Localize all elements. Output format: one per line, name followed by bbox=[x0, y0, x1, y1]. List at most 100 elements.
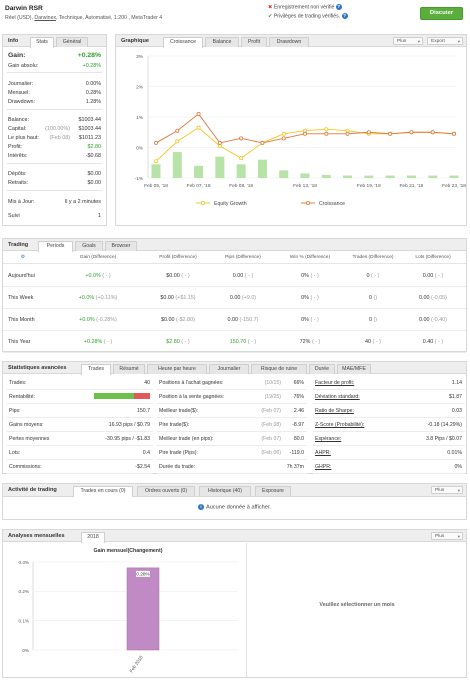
cell-value: $0.00 bbox=[166, 273, 180, 279]
select-month-message: Veuillez sélectionner un mois bbox=[319, 602, 395, 608]
cell-value: 0.40 bbox=[422, 339, 434, 345]
stat-cell: Lots: 0.4 bbox=[7, 446, 153, 460]
cell-value: 40 bbox=[365, 339, 372, 345]
tab-exposure[interactable]: Exposure bbox=[255, 486, 291, 496]
stat-value: 0.03 bbox=[451, 408, 462, 414]
tab-risk-of-ruin[interactable]: Risque de ruine bbox=[251, 364, 307, 374]
series-point[interactable] bbox=[217, 140, 222, 145]
column-header[interactable]: Gain (Difference) bbox=[79, 255, 117, 260]
series-point[interactable] bbox=[388, 131, 393, 136]
export-dropdown[interactable]: Export ▾ bbox=[427, 37, 463, 45]
series-point[interactable] bbox=[281, 131, 286, 136]
series-point[interactable] bbox=[196, 125, 201, 130]
stat-row: Journalier: 0.00% bbox=[8, 81, 101, 87]
graph-panel: Graphique Croissance Balance Profit Draw… bbox=[115, 34, 467, 226]
tab-mae-mfe[interactable]: MAE/MFE bbox=[337, 364, 371, 374]
tab-history[interactable]: Historique (40) bbox=[199, 486, 251, 496]
series-point[interactable] bbox=[154, 159, 159, 164]
series-point[interactable] bbox=[239, 136, 244, 141]
advanced-stats-panel: Statistiques avancées Trades Résumé Heur… bbox=[2, 361, 467, 474]
stat-label[interactable]: Ratio de Sharpe: bbox=[315, 408, 354, 414]
y-tick-label: 0% bbox=[22, 648, 29, 653]
chevron-down-icon: ▾ bbox=[417, 39, 420, 44]
series-point[interactable] bbox=[196, 111, 201, 116]
stat-label[interactable]: Facteur de profit: bbox=[315, 380, 355, 386]
cell-value: 0.00 bbox=[419, 295, 430, 301]
series-point[interactable] bbox=[409, 130, 414, 135]
cell-value: +0.0% bbox=[85, 273, 101, 279]
plus-dropdown[interactable]: Plus ▾ bbox=[393, 37, 423, 45]
broker-link[interactable]: Darwinex bbox=[34, 15, 57, 21]
tab-trades[interactable]: Trades bbox=[81, 364, 111, 375]
monthly-bar[interactable] bbox=[126, 567, 160, 651]
column-header[interactable]: Profit (Difference) bbox=[159, 255, 197, 260]
column-header[interactable]: Pips (Difference) bbox=[225, 255, 261, 260]
activity-panel-header: Activité de trading Trades en cours (0) … bbox=[3, 484, 466, 497]
stat-row: Intérêts: -$0.68 bbox=[8, 153, 101, 159]
series-point[interactable] bbox=[366, 130, 371, 135]
stat-value: 76% bbox=[293, 394, 304, 400]
info-icon[interactable]: ? bbox=[335, 4, 342, 10]
table-cell: +0.0% (-0.28%) bbox=[63, 317, 133, 323]
y-tick-label: 2% bbox=[136, 84, 144, 90]
tab-profit[interactable]: Profit bbox=[241, 37, 267, 47]
tab-goals[interactable]: Goals bbox=[75, 241, 103, 251]
tab-daily[interactable]: Journalier bbox=[209, 364, 249, 374]
series-point[interactable] bbox=[154, 140, 159, 145]
stat-label[interactable]: Espérance: bbox=[315, 436, 342, 442]
settings-icon[interactable]: ⚙ bbox=[20, 255, 26, 260]
tab-stats[interactable]: Stats bbox=[30, 37, 54, 48]
info-icon[interactable]: ? bbox=[341, 13, 348, 19]
tab-summary[interactable]: Résumé bbox=[113, 364, 145, 374]
tab-year-2018[interactable]: 2018 bbox=[81, 532, 105, 543]
growth-bar bbox=[449, 175, 459, 178]
growth-bar bbox=[194, 165, 204, 178]
tab-general[interactable]: Général bbox=[56, 37, 88, 47]
legend-label[interactable]: Equity Growth bbox=[214, 201, 247, 207]
series-point[interactable] bbox=[430, 130, 435, 135]
tab-duration[interactable]: Durée bbox=[309, 364, 335, 374]
series-point[interactable] bbox=[281, 136, 286, 141]
series-point[interactable] bbox=[302, 131, 307, 136]
discuss-button[interactable]: Discuter bbox=[420, 7, 463, 20]
column-header[interactable]: Trades (Difference) bbox=[352, 255, 394, 260]
legend-label[interactable]: Croissance bbox=[319, 201, 345, 207]
tab-browser[interactable]: Browser bbox=[105, 241, 137, 251]
column-header[interactable]: Lots (Difference) bbox=[415, 255, 451, 260]
series-point[interactable] bbox=[175, 139, 180, 144]
stat-label: Gains moyens: bbox=[9, 422, 44, 428]
cell-difference: ( - ) bbox=[311, 339, 321, 345]
table-cell: $0.00 (-$2.80) bbox=[143, 317, 213, 323]
tab-open-orders[interactable]: Ordres ouverts (0) bbox=[137, 486, 195, 496]
stat-row: Retraits: $0.00 bbox=[8, 180, 101, 186]
stat-label[interactable]: GHPR: bbox=[315, 464, 332, 470]
cell-value: 0.00 bbox=[229, 295, 241, 301]
column-header[interactable]: Win % (Difference) bbox=[289, 255, 331, 260]
series-point[interactable] bbox=[239, 156, 244, 161]
stat-label[interactable]: Z-Score (Probabilité): bbox=[315, 422, 365, 428]
row-label: Aujourd'hui bbox=[8, 273, 35, 279]
stat-cell: Positions à l'achat gagnées: (10/15) 66% bbox=[157, 376, 307, 390]
cell-value: 0 bbox=[366, 273, 370, 279]
stat-row: Le plus haut: (Feb 08) $1011.23 bbox=[8, 135, 101, 141]
plus-dropdown[interactable]: Plus ▾ bbox=[431, 532, 463, 540]
series-point[interactable] bbox=[260, 140, 265, 145]
tab-growth[interactable]: Croissance bbox=[163, 37, 203, 48]
series-point[interactable] bbox=[324, 127, 329, 132]
series-point[interactable] bbox=[324, 131, 329, 136]
stat-label[interactable]: Déviation standard: bbox=[315, 394, 360, 400]
series-point[interactable] bbox=[345, 131, 350, 136]
plus-dropdown[interactable]: Plus ▾ bbox=[431, 486, 463, 494]
tab-balance[interactable]: Balance bbox=[205, 37, 239, 47]
tab-open-trades[interactable]: Trades en cours (0) bbox=[73, 486, 133, 497]
tab-drawdown[interactable]: Drawdown bbox=[269, 37, 309, 47]
trading-panel-header: Trading Periods Goals Browser bbox=[3, 239, 466, 252]
series-point[interactable] bbox=[175, 128, 180, 133]
stat-value: 7h 37m bbox=[286, 464, 304, 470]
panel-title: Analyses mensuelles bbox=[8, 533, 65, 539]
series-point[interactable] bbox=[451, 131, 456, 136]
tab-hourly[interactable]: Heure par heure bbox=[147, 364, 207, 374]
divider bbox=[7, 109, 102, 110]
tab-periods[interactable]: Periods bbox=[38, 241, 73, 252]
stat-label[interactable]: AHPR: bbox=[315, 450, 331, 456]
